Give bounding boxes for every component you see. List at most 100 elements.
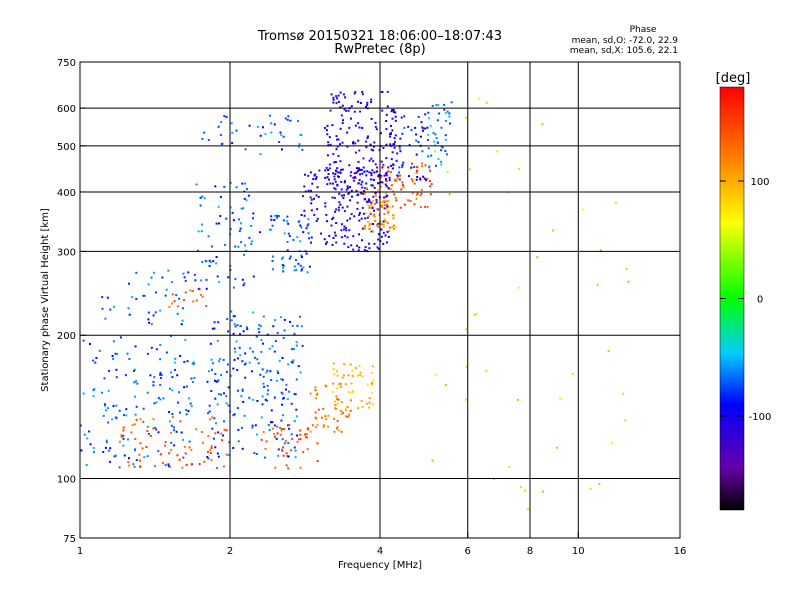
data-point bbox=[213, 417, 216, 420]
data-point bbox=[435, 164, 437, 167]
data-point bbox=[368, 247, 371, 250]
data-point bbox=[333, 178, 336, 181]
data-point bbox=[242, 400, 245, 403]
data-point bbox=[261, 368, 264, 371]
data-point bbox=[88, 430, 91, 433]
data-point bbox=[170, 431, 172, 434]
data-point bbox=[423, 177, 426, 180]
data-point bbox=[210, 358, 213, 361]
data-point bbox=[350, 171, 353, 174]
data-point bbox=[127, 438, 129, 441]
data-point bbox=[432, 131, 435, 134]
data-point bbox=[185, 413, 188, 416]
data-point bbox=[317, 195, 320, 198]
data-point bbox=[363, 170, 366, 173]
data-point bbox=[465, 398, 468, 401]
data-point bbox=[379, 176, 382, 178]
data-point bbox=[280, 427, 283, 430]
data-point bbox=[369, 143, 372, 146]
data-point bbox=[508, 465, 511, 468]
data-point bbox=[394, 226, 397, 229]
data-point bbox=[188, 446, 191, 449]
data-point bbox=[324, 202, 327, 205]
data-point bbox=[346, 236, 349, 239]
data-point bbox=[285, 464, 288, 467]
data-point bbox=[350, 189, 353, 192]
data-point bbox=[297, 365, 300, 368]
data-point bbox=[130, 431, 133, 434]
data-point bbox=[128, 313, 131, 316]
data-point bbox=[236, 407, 239, 410]
data-point bbox=[256, 400, 259, 402]
data-point bbox=[298, 143, 301, 146]
data-point bbox=[332, 153, 335, 156]
data-point bbox=[389, 171, 392, 173]
data-point bbox=[389, 135, 392, 138]
data-point bbox=[111, 355, 114, 357]
data-point bbox=[261, 403, 264, 406]
data-point bbox=[343, 181, 346, 184]
data-point bbox=[334, 180, 337, 183]
data-point bbox=[310, 198, 313, 201]
data-point bbox=[393, 137, 396, 140]
data-point bbox=[133, 381, 136, 384]
data-point bbox=[241, 389, 244, 392]
y-axis-label: Stationary phase Virtual Height [km] bbox=[40, 208, 51, 392]
data-point bbox=[351, 195, 353, 198]
data-point bbox=[150, 346, 153, 349]
data-point bbox=[302, 266, 305, 269]
data-point bbox=[104, 409, 107, 412]
data-point bbox=[427, 139, 429, 142]
data-point bbox=[370, 382, 373, 384]
data-point bbox=[370, 201, 373, 204]
data-point bbox=[247, 194, 250, 197]
data-point bbox=[391, 167, 394, 170]
y-tick-label: 100 bbox=[57, 475, 76, 486]
data-point bbox=[200, 431, 203, 433]
data-point bbox=[365, 402, 368, 405]
data-point bbox=[357, 407, 360, 410]
data-point bbox=[381, 181, 384, 184]
data-point bbox=[208, 259, 211, 262]
data-point bbox=[373, 179, 376, 181]
data-point bbox=[374, 219, 377, 222]
data-point bbox=[384, 178, 387, 181]
data-point bbox=[386, 230, 389, 233]
data-point bbox=[386, 200, 389, 203]
data-point bbox=[383, 207, 386, 210]
data-point bbox=[366, 383, 369, 386]
data-point bbox=[373, 186, 376, 189]
data-point bbox=[359, 371, 362, 374]
data-point bbox=[385, 185, 388, 188]
data-point bbox=[370, 117, 373, 120]
data-point bbox=[385, 203, 388, 206]
data-point bbox=[240, 222, 242, 225]
data-point bbox=[297, 262, 300, 265]
data-point bbox=[372, 195, 375, 198]
data-point bbox=[270, 122, 273, 125]
data-point bbox=[170, 334, 172, 337]
data-point bbox=[109, 308, 112, 311]
data-point bbox=[207, 138, 210, 141]
data-point bbox=[186, 360, 189, 363]
data-point bbox=[348, 126, 351, 129]
data-point bbox=[376, 246, 379, 249]
data-point bbox=[365, 140, 368, 143]
data-point bbox=[393, 146, 396, 149]
data-point bbox=[349, 174, 352, 177]
data-point bbox=[155, 291, 157, 294]
data-point bbox=[276, 331, 279, 334]
data-point bbox=[526, 508, 529, 511]
data-point bbox=[122, 429, 125, 432]
data-point bbox=[171, 413, 174, 415]
data-point bbox=[361, 172, 364, 175]
data-point bbox=[323, 238, 326, 241]
data-point bbox=[380, 223, 383, 226]
data-point bbox=[255, 453, 258, 455]
data-point bbox=[376, 166, 379, 169]
data-point bbox=[383, 196, 385, 199]
data-point bbox=[395, 179, 398, 182]
data-point bbox=[280, 134, 283, 137]
data-point bbox=[228, 441, 231, 444]
x-axis-ticks: 1 2 4 6 8 10 16 bbox=[77, 532, 686, 557]
